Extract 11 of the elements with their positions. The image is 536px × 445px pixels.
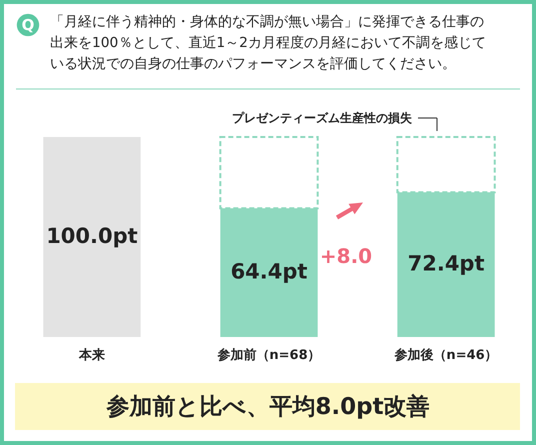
text: 参加前と比べ、平均8.0pt改善 (105, 393, 430, 420)
x-tick-label: 本来 (78, 348, 105, 363)
text: Q (22, 16, 34, 34)
data-label: 64.4pt (230, 260, 308, 284)
data-label: 72.4pt (408, 252, 485, 276)
x-tick-label: 参加前（n=68） (216, 347, 321, 363)
annotation: +8.0 (320, 244, 372, 268)
x-tick-label: 参加後（n=46） (393, 347, 498, 363)
chart-title: 「月経に伴う精神的・身体的な不調が無い場合」に発揮できる仕事の出来を100％として、直近1～2カ月程度の月経において不調を感じている状況での自身の仕事のパフォーマンスを評価してください。 (50, 14, 486, 72)
data-label: 100.0pt (46, 224, 138, 248)
series-label: プレゼンティーズム生産性の損失 (232, 111, 414, 125)
